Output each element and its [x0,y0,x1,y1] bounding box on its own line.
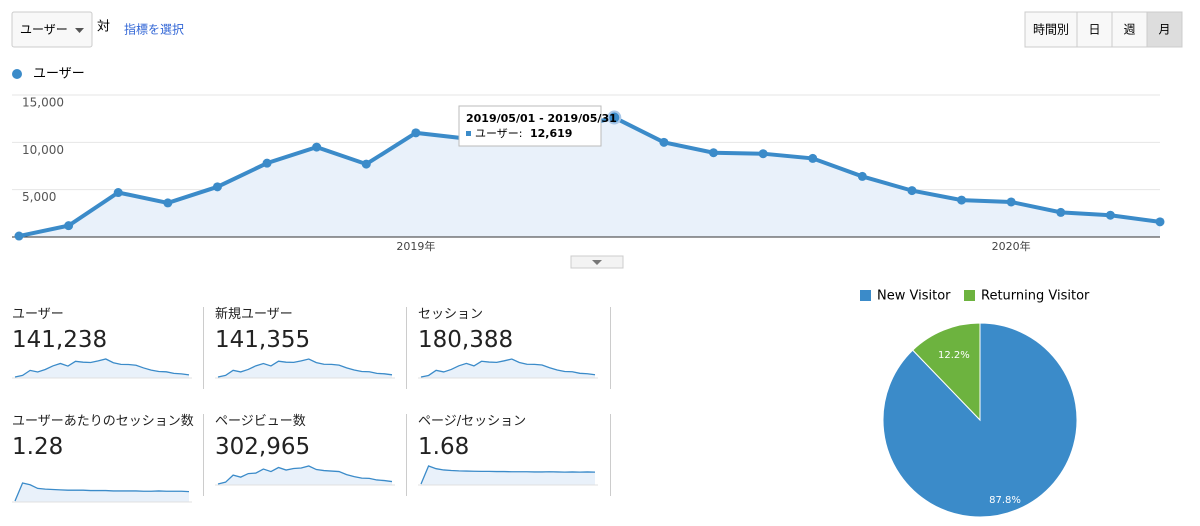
metric-tile: ユーザー 141,238 [12,307,197,402]
legend-label: New Visitor [877,289,951,304]
separator [406,414,407,496]
pie-slice [912,322,981,422]
y-tick-label: 15,000 [22,96,64,110]
x-tick-label: 2020年 [992,239,1031,253]
metric-value: 141,355 [215,327,311,353]
period-button[interactable] [1111,11,1148,48]
point [312,142,322,152]
point [262,158,272,168]
metric-tile: ページ/セッション 1.68 [418,414,603,509]
legend-swatch [860,290,871,301]
point [361,159,371,169]
point [64,221,74,231]
sparkline [215,465,395,486]
sparkline [12,482,192,503]
legend-dot [12,69,22,79]
metric-value: 141,238 [12,327,108,353]
sparkline-area [421,466,595,485]
select-metric-link[interactable]: 指標を選択 [124,22,184,37]
metric-value: 1.68 [418,434,470,460]
sparkline-line [420,465,596,485]
sparkline-area [421,359,595,378]
legend-label: Returning Visitor [981,289,1090,304]
separator [610,307,611,389]
metric-label: ページ/セッション [418,414,527,429]
point [907,186,917,196]
tooltip-label: ユーザー: [475,127,523,140]
metric-label: ユーザーあたりのセッション数 [12,414,194,429]
sparkline [12,358,192,379]
sparkline-line [14,358,190,378]
point [212,182,222,192]
point [709,148,719,158]
metric-value: 302,965 [215,434,311,460]
period-label[interactable]: 月 [1158,23,1170,37]
sparkline-line [217,465,393,485]
area [19,117,1160,237]
sparkline-line [420,358,596,378]
sparkline-area [218,359,392,378]
point [659,137,669,147]
point [1105,210,1115,220]
collapse-arrow [592,260,602,265]
period-label[interactable]: 日 [1088,23,1100,37]
sparkline-line [14,482,190,502]
separator [406,307,407,389]
separator [203,414,204,496]
sparkline [215,358,395,379]
metric-label: 新規ユーザー [215,307,293,322]
point [758,149,768,159]
tooltip-swatch [466,131,471,136]
point [1056,207,1066,217]
sparkline-area [15,359,189,378]
legend-label: ユーザー [33,67,85,82]
separator [203,307,204,389]
point [1155,217,1165,227]
period-label[interactable]: 時間別 [1033,23,1069,37]
point [857,171,867,181]
metric-tile: セッション 180,388 [418,307,603,402]
legend-swatch [964,290,975,301]
point [163,198,173,208]
point [957,195,967,205]
metric-tile: ユーザーあたりのセッション数 1.28 [12,414,197,509]
pie-label: 87.8% [989,495,1021,506]
versus-label: 対 [97,20,110,35]
metric-value: 1.28 [12,434,64,460]
period-button[interactable] [1076,11,1113,48]
pie-label: 12.2% [938,350,970,361]
dropdown-arrow [75,28,84,33]
point [113,188,123,198]
period-button[interactable] [1146,11,1183,48]
point [607,110,622,125]
point [1006,197,1016,207]
metric-label: セッション [418,307,484,322]
metric-dropdown[interactable] [11,11,93,48]
tooltip [458,105,602,147]
metric-value: 180,388 [418,327,514,353]
metric-label: ユーザー [12,307,64,322]
separator [610,414,611,496]
tooltip-title: 2019/05/01 - 2019/05/31 [466,112,617,125]
sparkline [418,465,598,486]
metric-tile: 新規ユーザー 141,355 [215,307,400,402]
point [14,231,24,241]
sparkline [418,358,598,379]
metric-tile: ページビュー数 302,965 [215,414,400,509]
sparkline-line [217,358,393,378]
y-tick-label: 5,000 [22,190,56,204]
x-tick-label: 2019年 [396,239,435,253]
point [808,153,818,163]
point [411,128,421,138]
y-tick-label: 10,000 [22,143,64,157]
dropdown-label[interactable]: ユーザー [20,23,68,37]
sparkline-area [15,483,189,502]
metric-label: ページビュー数 [215,414,306,429]
period-label[interactable]: 週 [1123,23,1135,37]
tooltip-value: 12,619 [530,127,572,140]
